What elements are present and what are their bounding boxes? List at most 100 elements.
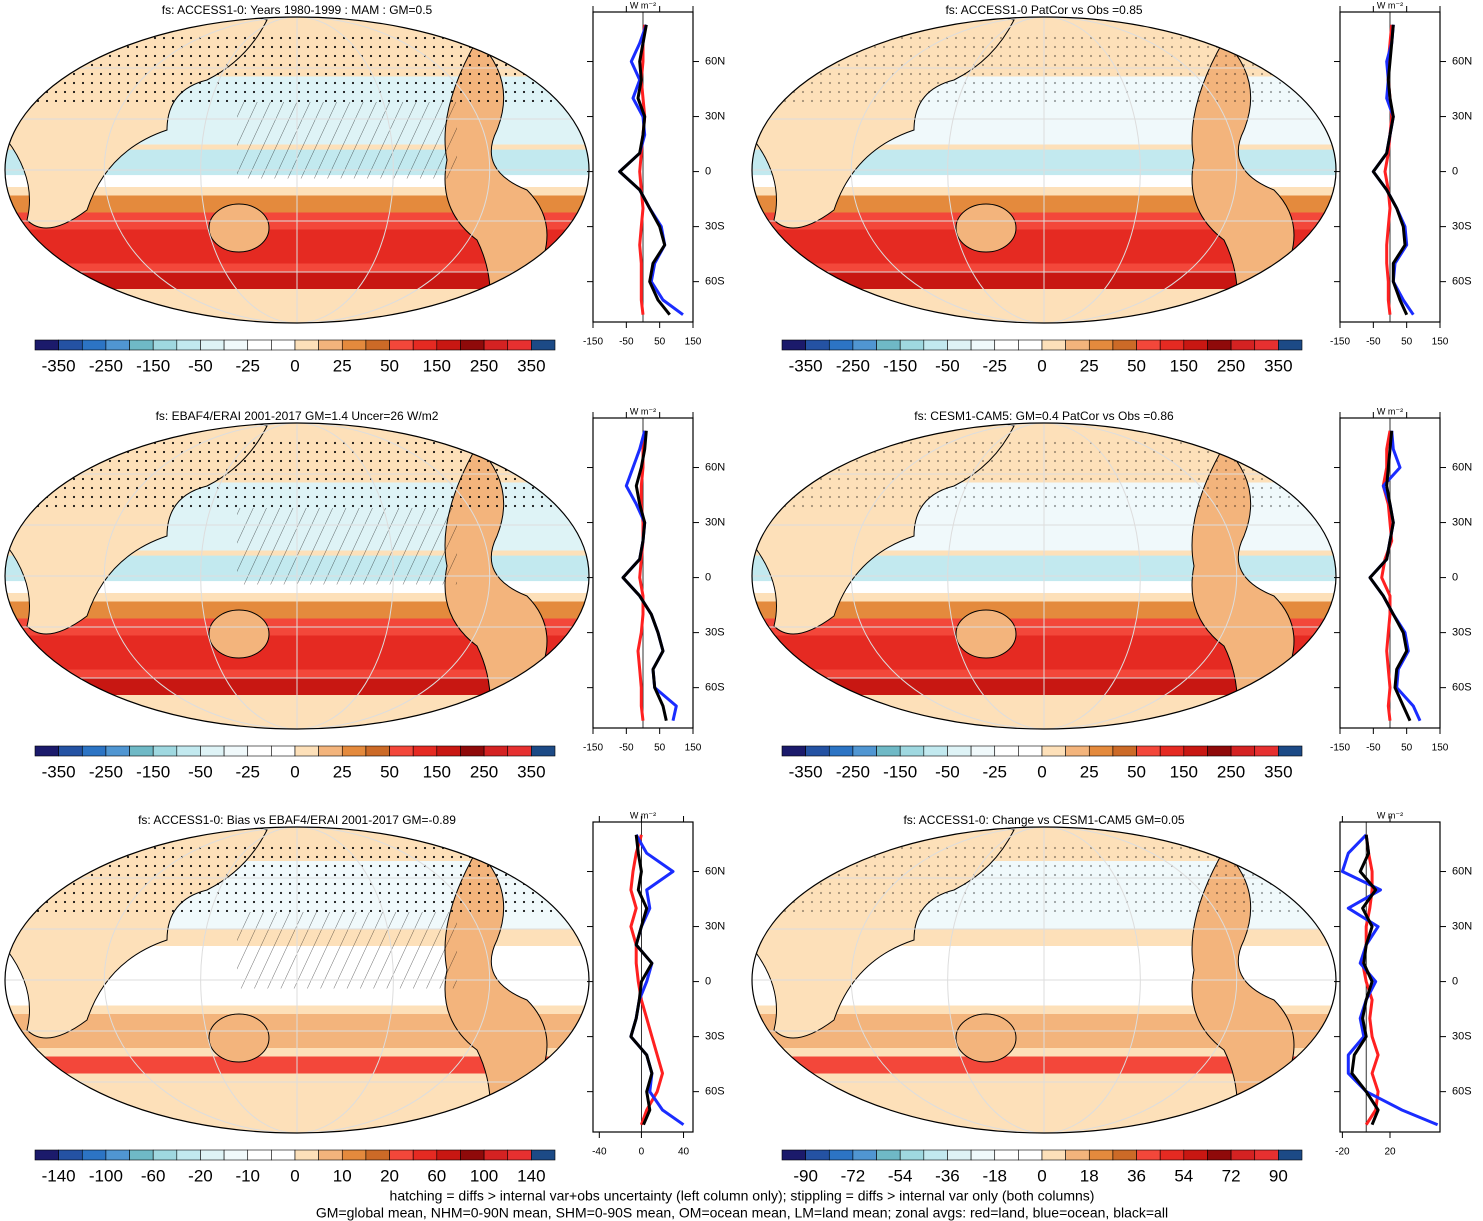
colorbar-box: [58, 339, 83, 351]
zonal-line: [1371, 24, 1409, 316]
map: [5, 423, 589, 729]
colorbar-box: [899, 745, 925, 757]
panel: fs: EBAF4/ERAI 2001-2017 GM=1.4 Uncer=26…: [4, 406, 725, 781]
map: [5, 827, 589, 1133]
colorbar-box: [129, 1149, 154, 1161]
graticule: [103, 423, 491, 729]
unit-label: W m⁻²: [1377, 0, 1403, 10]
y-tick-label: 30N: [705, 920, 725, 932]
colorbar-box: [176, 1149, 201, 1161]
graticule: [947, 423, 1141, 729]
colorbar-label: 250: [470, 762, 498, 781]
colorbar-box: [152, 745, 178, 757]
map-title: fs: ACCESS1-0: Bias vs EBAF4/ERAI 2001-2…: [138, 813, 456, 827]
colorbar-box: [805, 339, 830, 351]
colorbar-label: 18: [1080, 1166, 1099, 1185]
x-tick-label: 0: [639, 1147, 645, 1158]
colorbar-label: -36: [935, 1166, 960, 1185]
colorbar-box: [271, 339, 296, 351]
colorbar-box: [947, 339, 972, 351]
colorbar-box: [531, 745, 556, 757]
colorbar-box: [58, 745, 83, 757]
colorbar-label: 25: [1080, 762, 1099, 781]
colorbar-label: -25: [982, 356, 1007, 375]
colorbar-label: -90: [793, 1166, 818, 1185]
colorbar-box: [223, 1149, 249, 1161]
x-tick-label: 150: [1432, 337, 1449, 348]
map: [5, 17, 589, 323]
colorbar-box: [1159, 745, 1185, 757]
zonal-frame: [1339, 821, 1441, 1133]
colorbar-label: -50: [935, 762, 960, 781]
colorbar-label: -50: [188, 762, 213, 781]
colorbar-box: [105, 1149, 130, 1161]
colorbar-box: [1183, 745, 1208, 757]
map-title: fs: CESM1-CAM5: GM=0.4 PatCor vs Obs =0.…: [914, 409, 1174, 423]
colorbar-box: [200, 745, 225, 757]
colorbar-box: [828, 745, 854, 757]
colorbar-box: [1254, 745, 1279, 757]
unit-label: W m⁻²: [630, 0, 656, 10]
y-tick-label: 60S: [1452, 682, 1472, 694]
x-tick-label: 150: [685, 743, 702, 754]
colorbar-box: [805, 745, 830, 757]
colorbar-box: [970, 1149, 996, 1161]
graticule: [200, 827, 394, 1133]
colorbar-box: [223, 339, 249, 351]
colorbar-box: [34, 339, 59, 351]
colorbar-label: -25: [982, 762, 1007, 781]
colorbar-box: [507, 745, 532, 757]
colorbar-label: 25: [1080, 356, 1099, 375]
colorbar-box: [318, 1149, 343, 1161]
colorbar-box: [828, 1149, 854, 1161]
x-tick-label: -150: [1330, 337, 1350, 348]
zonal-line: [1340, 833, 1439, 1127]
colorbar-box: [1183, 1149, 1208, 1161]
colorbar-box: [81, 745, 107, 757]
colorbar-box: [176, 745, 201, 757]
map-border: [4, 16, 590, 324]
colorbar-label: 140: [517, 1166, 545, 1185]
colorbar-label: -250: [89, 762, 123, 781]
graticule: [103, 827, 491, 1133]
colorbar-box: [200, 339, 225, 351]
x-tick-label: 50: [1401, 743, 1413, 754]
colorbar-box: [1065, 1149, 1090, 1161]
y-tick-label: 30S: [1452, 221, 1472, 233]
colorbar-box: [923, 339, 948, 351]
colorbar-label: 150: [423, 356, 451, 375]
graticule: [850, 17, 1238, 323]
map-title: fs: ACCESS1-0: Years 1980-1999 : MAM : G…: [162, 3, 433, 17]
y-tick-label: 0: [705, 975, 711, 987]
colorbar-box: [318, 745, 343, 757]
y-tick-label: 30N: [1452, 110, 1472, 122]
colorbar-label: -250: [836, 762, 870, 781]
colorbar-box: [1136, 1149, 1161, 1161]
colorbar-box: [1230, 1149, 1256, 1161]
colorbar-box: [1136, 339, 1161, 351]
colorbar-box: [341, 1149, 367, 1161]
colorbar-box: [176, 339, 201, 351]
colorbar-box: [994, 745, 1019, 757]
colorbar-label: -150: [883, 356, 917, 375]
y-tick-label: 60S: [705, 1086, 725, 1098]
colorbar-label: -54: [888, 1166, 913, 1185]
colorbar-box: [970, 745, 996, 757]
graticule: [103, 17, 491, 323]
map-border: [751, 16, 1337, 324]
colorbar-box: [389, 339, 414, 351]
colorbar-box: [876, 1149, 901, 1161]
colorbar-box: [1041, 339, 1066, 351]
y-tick-label: 30S: [1452, 627, 1472, 639]
colorbar-box: [1041, 745, 1066, 757]
x-tick-label: 40: [678, 1147, 690, 1158]
colorbar-box: [994, 339, 1019, 351]
colorbar-box: [1018, 745, 1043, 757]
colorbar-label: -150: [136, 356, 170, 375]
y-tick-label: 30N: [705, 110, 725, 122]
x-tick-label: -150: [583, 743, 603, 754]
colorbar-box: [152, 1149, 178, 1161]
zonal-line: [621, 430, 668, 722]
map: [752, 17, 1336, 323]
